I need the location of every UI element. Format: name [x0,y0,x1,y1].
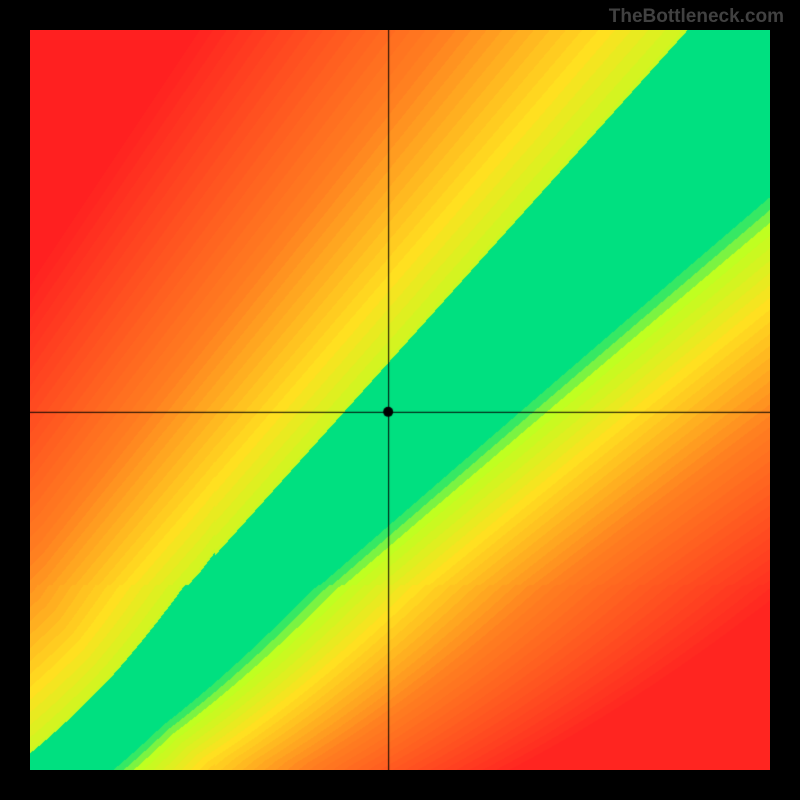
bottleneck-heatmap [30,30,770,770]
heatmap-canvas [30,30,770,770]
watermark-text: TheBottleneck.com [609,6,784,28]
